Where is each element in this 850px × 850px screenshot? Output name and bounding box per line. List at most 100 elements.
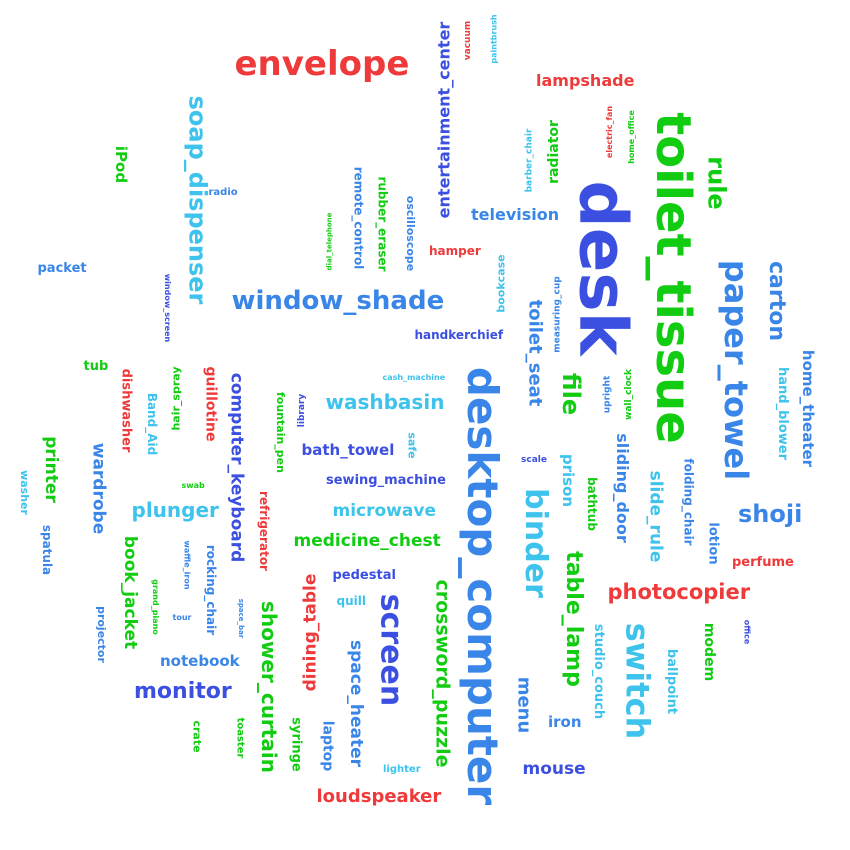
word-library: library — [296, 393, 307, 427]
word-oscilloscope: oscilloscope — [403, 195, 417, 271]
word-crossword-puzzle: crossword_puzzle — [431, 578, 454, 768]
word-refrigerator: refrigerator — [256, 491, 271, 571]
word-paintbrush: paintbrush — [489, 14, 499, 64]
word-sewing-machine: sewing_machine — [326, 472, 446, 488]
word-vacuum: vacuum — [462, 20, 473, 60]
word-swab: swab — [181, 481, 205, 490]
word-hamper: hamper — [429, 244, 481, 258]
word-toaster: toaster — [233, 717, 245, 759]
word-wardrobe: wardrobe — [88, 442, 109, 534]
word-projector: projector — [94, 605, 108, 663]
word-laptop: laptop — [318, 720, 335, 772]
word-shower-curtain: shower_curtain — [256, 601, 281, 773]
word-tour: tour — [172, 613, 192, 622]
word-microwave: microwave — [332, 500, 436, 521]
word-desk: desk — [564, 180, 642, 356]
word-upright: upright — [602, 375, 613, 413]
word-sliding-door: sliding_door — [612, 433, 632, 543]
word-menu: menu — [512, 676, 534, 734]
word-switch: switch — [617, 622, 656, 740]
word-remote-control: remote_control — [350, 166, 365, 270]
word-handkerchief: handkerchief — [414, 328, 504, 342]
word-waffle-iron: waffle_iron — [182, 540, 192, 590]
word-washbasin: washbasin — [325, 390, 445, 414]
word-home-office: home_office — [626, 110, 636, 164]
word-toilet-seat: toilet_seat — [523, 299, 545, 407]
word-bathtub: bathtub — [584, 477, 599, 531]
word-spatula: spatula — [40, 524, 55, 576]
word-window-shade: window_shade — [231, 286, 445, 316]
word-syringe: syringe — [288, 716, 304, 772]
word-quill: quill — [336, 594, 366, 608]
word-soap-dispenser: soap_dispenser — [182, 95, 211, 305]
word-desktop-computer: desktop_computer — [458, 366, 508, 806]
word-medicine-chest: medicine_chest — [293, 530, 441, 551]
word-printer: printer — [40, 435, 61, 503]
word-lighter: lighter — [383, 764, 421, 775]
word-folding-chair: folding_chair — [681, 458, 696, 546]
word-mouse: mouse — [522, 758, 586, 779]
word-rocking-chair: rocking_chair — [204, 544, 219, 636]
word-electric-fan: electric_fan — [605, 105, 615, 159]
word-loudspeaker: loudspeaker — [316, 786, 442, 807]
word-window-screen: window_screen — [163, 273, 173, 343]
word-ballpoint: ballpoint — [663, 648, 679, 714]
word-space-bar: space_bar — [236, 598, 245, 638]
word-grand-piano: grand_piano — [150, 579, 160, 635]
word-rule: rule — [702, 156, 731, 210]
word-file: file — [557, 372, 586, 416]
word-prison: prison — [558, 453, 577, 507]
word-television: television — [471, 205, 560, 224]
word-studio-couch: studio_couch — [590, 623, 606, 719]
word-hand-blower: hand_blower — [774, 366, 790, 460]
word-toilet-tissue: toilet_tissue — [644, 112, 701, 444]
word-office: office — [741, 619, 751, 645]
word-tub: tub — [83, 358, 109, 374]
word-space-heater: space_heater — [345, 639, 366, 767]
word-bookcase: bookcase — [494, 253, 508, 313]
word-binder: binder — [517, 488, 553, 598]
word-notebook: notebook — [160, 651, 240, 670]
word-screen: screen — [372, 593, 408, 707]
word-entertainment-center: entertainment_center — [433, 21, 453, 219]
word-slide-rule: slide_rule — [645, 470, 666, 562]
word-rubber-eraser: rubber_eraser — [375, 176, 390, 272]
word-paper-towel: paper_towel — [717, 259, 756, 481]
word-dining-table: dining_table — [300, 573, 321, 691]
word-home-theater: home_theater — [798, 349, 817, 467]
word-barber-chair: barber_chair — [524, 128, 535, 192]
word-bath-towel: bath_towel — [301, 440, 395, 459]
word-guillotine: guillotine — [201, 366, 218, 442]
word-pedestal: pedestal — [332, 567, 396, 583]
word-envelope: envelope — [234, 44, 410, 84]
word-radiator: radiator — [545, 120, 562, 184]
word-shoji: shoji — [738, 500, 803, 528]
word-book-jacket: book_jacket — [119, 535, 140, 649]
word-iron: iron — [548, 712, 582, 731]
word-carton: carton — [764, 260, 790, 342]
word-lampshade: lampshade — [536, 71, 635, 90]
word-computer-keyboard: computer_keyboard — [226, 372, 247, 562]
word-scale: scale — [521, 454, 547, 465]
word-table-lamp: table_lamp — [560, 551, 586, 687]
word-dial-telephone: dial_telephone — [325, 212, 334, 270]
word-crate: crate — [190, 719, 204, 753]
word-cash-machine: cash_machine — [382, 373, 446, 382]
word-packet: packet — [37, 260, 87, 276]
word-ipod: iPod — [111, 145, 130, 183]
word-plunger: plunger — [131, 498, 219, 522]
word-perfume: perfume — [732, 554, 794, 570]
word-monitor: monitor — [134, 679, 232, 704]
word-measuring-cup: measuring_cup — [552, 275, 563, 353]
word-photocopier: photocopier — [607, 579, 751, 604]
word-band-aid: Band_Aid — [145, 392, 160, 456]
word-lotion: lotion — [705, 521, 721, 565]
word-safe: safe — [405, 431, 419, 459]
word-modem: modem — [701, 622, 718, 682]
word-wall-clock: wall_clock — [623, 368, 634, 420]
word-fountain-pen: fountain_pen — [273, 391, 287, 473]
word-hair-spray: hair_spray — [169, 365, 183, 431]
word-radio: radio — [208, 187, 238, 198]
word-washer: washer — [17, 469, 31, 515]
